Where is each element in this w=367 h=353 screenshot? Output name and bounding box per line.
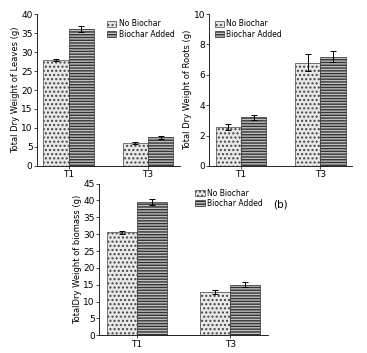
Bar [320, 56, 346, 166]
Legend: No Biochar, Biochar Added: No Biochar, Biochar Added [194, 187, 264, 210]
Y-axis label: TotalDry Weight of biomass (g): TotalDry Weight of biomass (g) [73, 195, 82, 324]
Y-axis label: Total Dry Weight of Leaves (g): Total Dry Weight of Leaves (g) [11, 27, 20, 153]
Text: (b): (b) [273, 199, 288, 209]
Bar [148, 137, 173, 166]
Legend: No Biochar, Biochar Added: No Biochar, Biochar Added [213, 18, 283, 40]
Text: (a): (a) [101, 199, 116, 209]
Bar [107, 233, 137, 335]
Bar [123, 143, 148, 166]
Bar [137, 202, 167, 335]
Y-axis label: Total Dry Weight of Roots (g): Total Dry Weight of Roots (g) [183, 30, 192, 150]
Bar [200, 292, 230, 335]
Bar [241, 117, 266, 166]
Bar [69, 29, 94, 166]
Bar [43, 60, 69, 166]
Bar [216, 127, 241, 166]
Legend: No Biochar, Biochar Added: No Biochar, Biochar Added [106, 18, 176, 40]
Bar [230, 285, 260, 335]
Bar [295, 63, 320, 166]
